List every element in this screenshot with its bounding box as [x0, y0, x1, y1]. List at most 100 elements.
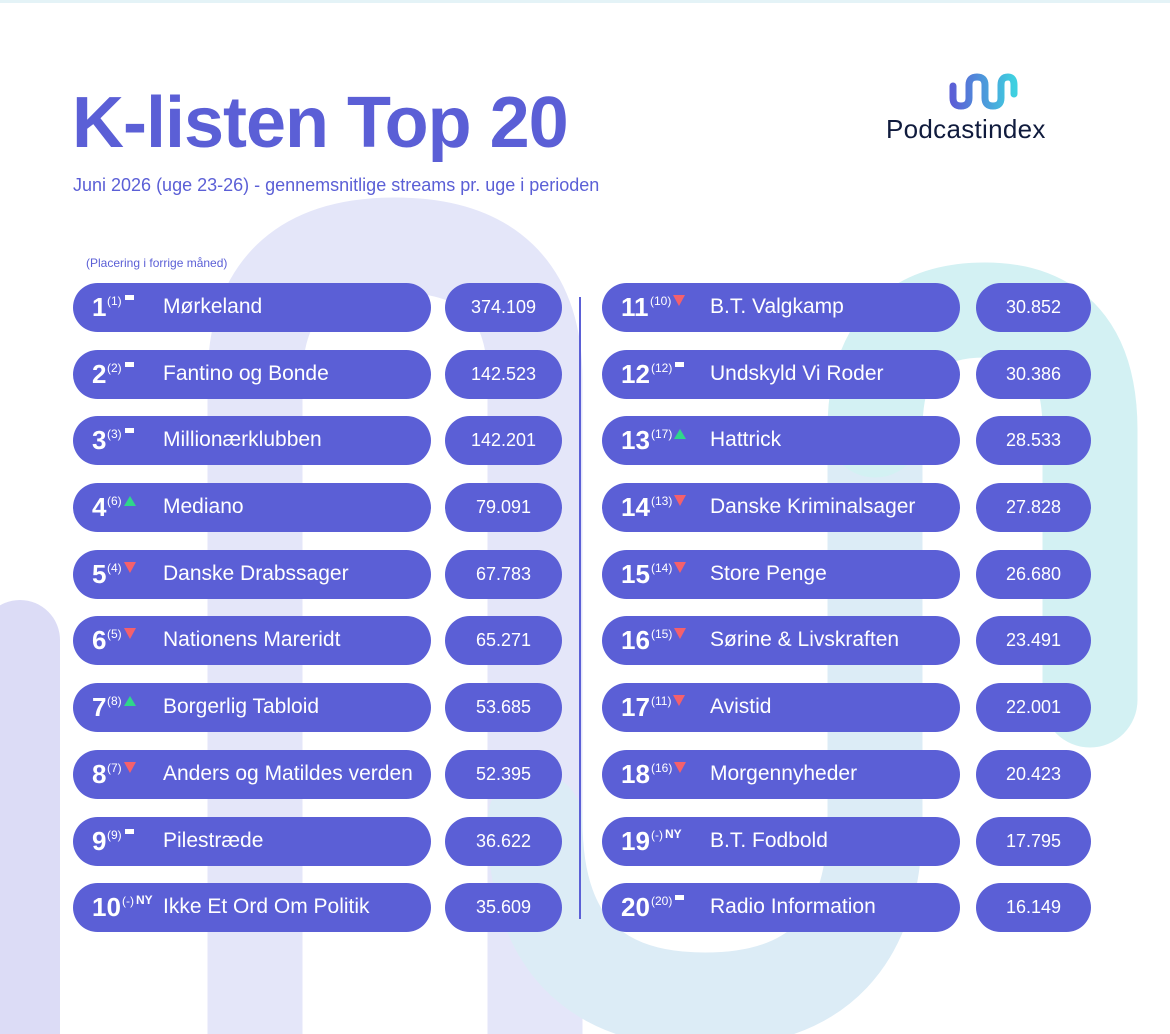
- podcast-name: Store Penge: [710, 561, 827, 585]
- previous-rank: (17): [651, 427, 673, 442]
- rank-number: 4: [92, 492, 107, 523]
- previous-rank: (14): [651, 560, 673, 575]
- streams-value: 22.001: [976, 683, 1091, 733]
- streams-value: 142.201: [445, 416, 562, 466]
- streams-value: 79.091: [445, 483, 562, 533]
- previous-rank: (5): [107, 627, 122, 642]
- previous-rank: (2): [107, 360, 122, 375]
- new-entry-badge: NY: [136, 893, 153, 908]
- previous-rank: (7): [107, 760, 122, 775]
- streams-value: 36.622: [445, 816, 562, 866]
- podcast-name: Avistid: [710, 695, 772, 719]
- rank-number: 11: [621, 292, 649, 322]
- podcast-name: Undskyld Vi Roder: [710, 361, 884, 385]
- column-divider: [579, 297, 581, 919]
- trend-up-icon: [674, 428, 686, 440]
- podcast-name: B.T. Fodbold: [710, 828, 828, 852]
- streams-value: 30.386: [976, 349, 1091, 399]
- trend-down-icon: [674, 561, 686, 574]
- podcast-name-pill: 13 (17) Hattrick: [602, 416, 960, 466]
- podcast-name: Danske Kriminalsager: [710, 495, 916, 519]
- previous-rank: (12): [651, 360, 673, 375]
- podcast-name-pill: 1 (1) Mørkeland: [73, 283, 431, 332]
- previous-rank: (16): [651, 760, 673, 775]
- podcast-name: Mediano: [163, 495, 244, 519]
- rank-number: 1: [92, 292, 107, 322]
- previous-placement-note: (Placering i forrige måned): [86, 256, 228, 270]
- podcast-name-pill: 14 (13) Danske Kriminalsager: [602, 483, 960, 533]
- podcast-name: Morgennyheder: [710, 761, 858, 785]
- rank-number: 15: [621, 558, 650, 589]
- podcast-name-pill: 7 (8) Borgerlig Tabloid: [73, 683, 431, 733]
- podcast-name: Hattrick: [710, 428, 782, 452]
- rank-number: 13: [621, 425, 650, 456]
- trend-unchanged-icon: [674, 361, 686, 374]
- previous-rank: (3): [107, 427, 122, 442]
- previous-rank: (8): [107, 694, 122, 709]
- podcast-name: B.T. Valgkamp: [710, 295, 844, 318]
- podcastindex-logo: Podcastindex: [886, 72, 1082, 145]
- streams-value: 23.491: [976, 616, 1091, 666]
- podcast-name: Nationens Mareridt: [163, 628, 341, 652]
- streams-value: 30.852: [976, 283, 1091, 332]
- previous-rank: (10): [650, 294, 672, 308]
- top-rule: [0, 0, 1170, 3]
- trend-unchanged-icon: [674, 895, 686, 907]
- rank-number: 12: [621, 358, 650, 389]
- rank-number: 18: [621, 758, 650, 789]
- podcast-name: Ikke Et Ord Om Politik: [163, 895, 370, 919]
- podcast-name-pill: 16 (15) Sørine & Livskraften: [602, 616, 960, 666]
- rank-number: 20: [621, 892, 650, 923]
- podcast-name-pill: 5 (4) Danske Drabssager: [73, 549, 431, 599]
- rank-number: 2: [92, 358, 107, 389]
- podcast-name: Millionærklubben: [163, 428, 322, 452]
- podcast-name: Anders og Matildes verden: [163, 761, 413, 785]
- trend-down-icon: [124, 628, 136, 640]
- podcast-name-pill: 6 (5) Nationens Mareridt: [73, 616, 431, 666]
- trend-down-icon: [674, 628, 686, 640]
- podcast-name-pill: 17 (11) Avistid: [602, 683, 960, 733]
- streams-value: 67.783: [445, 549, 562, 599]
- logo-wordmark: Podcastindex: [886, 114, 1046, 144]
- podcast-name-pill: 19 (-) NY B.T. Fodbold: [602, 816, 960, 866]
- trend-down-icon: [673, 295, 685, 307]
- trend-down-icon: [674, 761, 686, 774]
- podcast-name: Borgerlig Tabloid: [163, 695, 320, 719]
- podcast-name: Radio Information: [710, 895, 876, 919]
- trend-unchanged-icon: [124, 828, 136, 841]
- streams-value: 28.533: [976, 416, 1091, 466]
- podcast-name: Sørine & Livskraften: [710, 628, 900, 652]
- podcast-name-pill: 10 (-) NY Ikke Et Ord Om Politik: [73, 883, 431, 933]
- new-entry-badge: NY: [665, 826, 682, 841]
- streams-value: 65.271: [445, 616, 562, 666]
- podcast-name: Fantino og Bonde: [163, 361, 329, 385]
- streams-value: 52.395: [445, 749, 562, 799]
- previous-rank: (-): [651, 827, 663, 842]
- streams-value: 53.685: [445, 683, 562, 733]
- page-title: K-listen Top 20: [72, 83, 569, 163]
- streams-value: 27.828: [976, 483, 1091, 533]
- streams-value: 20.423: [976, 749, 1091, 799]
- rank-number: 14: [621, 492, 650, 523]
- trend-unchanged-icon: [124, 428, 136, 440]
- rank-number: 5: [92, 558, 107, 589]
- trend-unchanged-icon: [124, 361, 136, 374]
- trend-down-icon: [674, 495, 686, 507]
- rank-number: 10: [92, 892, 121, 923]
- podcast-name-pill: 2 (2) Fantino og Bonde: [73, 349, 431, 399]
- podcast-name-pill: 18 (16) Morgennyheder: [602, 749, 960, 799]
- previous-rank: (11): [651, 694, 672, 709]
- podcast-name: Pilestræde: [163, 828, 264, 852]
- trend-down-icon: [124, 561, 136, 574]
- trend-up-icon: [124, 695, 136, 707]
- podcast-name-pill: 11 (10) B.T. Valgkamp: [602, 283, 960, 332]
- podcast-name-pill: 20 (20) Radio Information: [602, 883, 960, 933]
- podcast-name-pill: 4 (6) Mediano: [73, 483, 431, 533]
- streams-value: 17.795: [976, 816, 1091, 866]
- rank-number: 6: [92, 625, 107, 656]
- page-subtitle: Juni 2026 (uge 23-26) - gennemsnitlige s…: [73, 175, 600, 195]
- podcast-name-pill: 15 (14) Store Penge: [602, 549, 960, 599]
- podcast-name: Mørkeland: [163, 295, 263, 318]
- streams-value: 142.523: [445, 349, 562, 399]
- rank-number: 3: [92, 425, 107, 456]
